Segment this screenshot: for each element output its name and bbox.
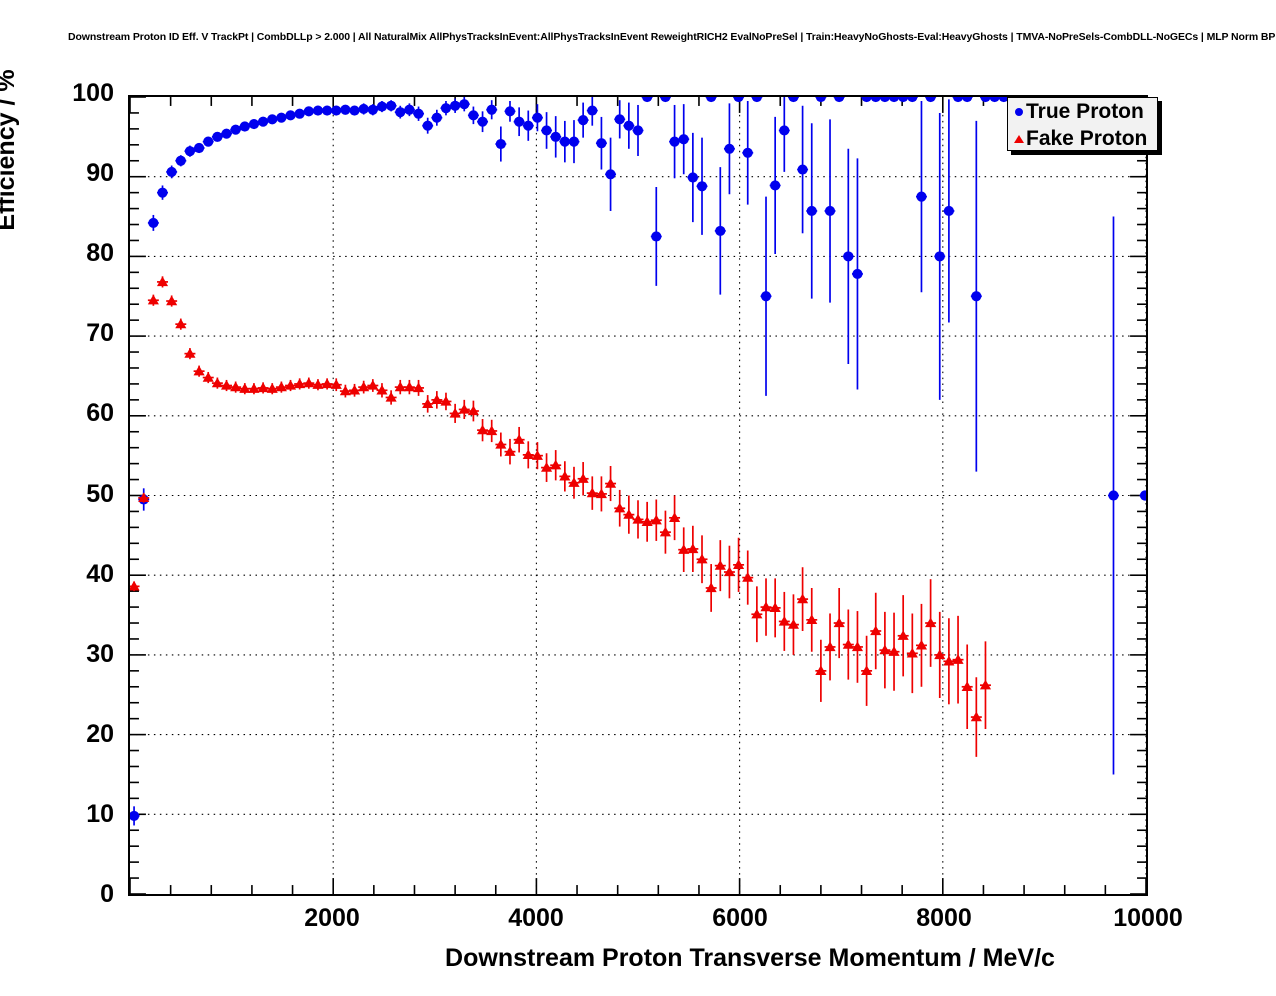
x-tick-label: 6000 xyxy=(712,904,768,932)
y-tick-label: 40 xyxy=(86,559,114,588)
legend-entry-fake-proton: Fake Proton xyxy=(1008,125,1157,152)
triangle-marker-icon xyxy=(1012,134,1026,143)
x-tick-label: 8000 xyxy=(916,904,972,932)
page-title: Downstream Proton ID Eff. V TrackPt | Co… xyxy=(68,31,1276,43)
x-tick-label: 10000 xyxy=(1113,904,1183,932)
legend-entry-true-proton: True Proton xyxy=(1008,98,1157,125)
y-tick-label: 60 xyxy=(86,399,114,428)
y-tick-label: 90 xyxy=(86,159,114,188)
plot-frame xyxy=(128,95,1148,896)
series-true-proton xyxy=(130,97,1146,826)
y-tick-label: 70 xyxy=(86,319,114,348)
grid-lines xyxy=(130,97,1146,894)
legend-label-true-proton: True Proton xyxy=(1026,100,1144,123)
y-tick-label: 20 xyxy=(86,719,114,748)
x-axis-title: Downstream Proton Transverse Momentum / … xyxy=(445,944,1055,972)
y-axis-title: Efficiency / % xyxy=(0,69,20,231)
legend-label-fake-proton: Fake Proton xyxy=(1026,127,1148,150)
circle-marker-icon xyxy=(1012,107,1026,116)
data-layer xyxy=(130,97,1146,894)
series-fake-proton xyxy=(130,276,992,757)
y-tick-label: 80 xyxy=(86,239,114,268)
y-tick-label: 0 xyxy=(100,880,114,908)
legend: True Proton Fake Proton xyxy=(1007,97,1158,151)
x-tick-label: 4000 xyxy=(508,904,564,932)
y-tick-label: 50 xyxy=(86,479,114,508)
y-tick-label: 10 xyxy=(86,799,114,828)
y-tick-label: 100 xyxy=(72,79,114,107)
x-tick-label: 2000 xyxy=(304,904,360,932)
y-tick-label: 30 xyxy=(86,639,114,668)
